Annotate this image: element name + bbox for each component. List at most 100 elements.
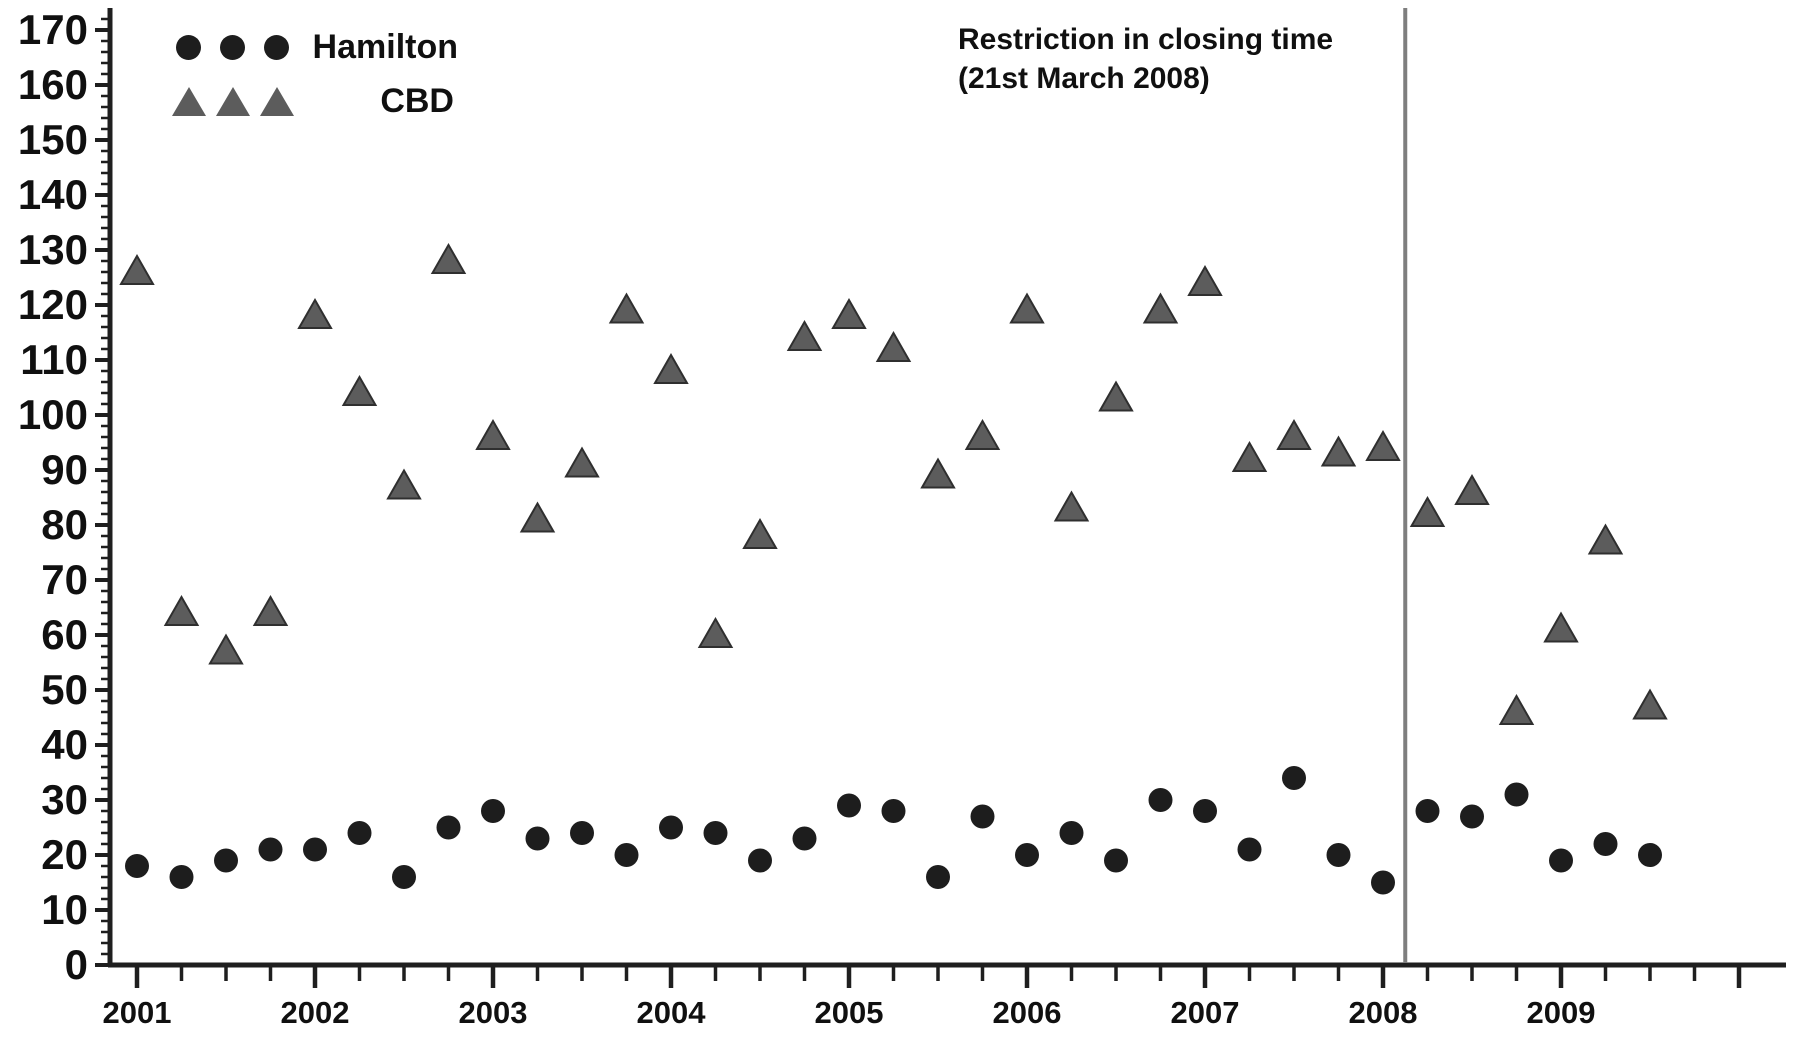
- hamilton-point: [1193, 799, 1217, 823]
- y-tick-label: 130: [18, 226, 88, 273]
- cbd-point: [208, 633, 244, 665]
- hamilton-point: [1549, 848, 1573, 873]
- x-tick-label: 2008: [1349, 995, 1418, 1030]
- hamilton-point: [1059, 821, 1084, 845]
- y-tick-label: 170: [18, 6, 88, 53]
- cbd-point: [1231, 440, 1268, 472]
- cbd-point: [920, 457, 956, 489]
- legend-label-cbd: CBD: [380, 81, 454, 120]
- cbd-point: [564, 446, 600, 478]
- cbd-point: [608, 292, 645, 324]
- y-tick-label: 80: [41, 501, 88, 548]
- hamilton-point: [1460, 804, 1484, 829]
- cbd-point: [1187, 264, 1223, 296]
- hamilton-point: [436, 815, 461, 840]
- hamilton-circle-icon: [176, 34, 201, 60]
- hamilton-point: [1504, 782, 1529, 807]
- y-tick-label: 60: [41, 611, 88, 658]
- hamilton-point: [970, 804, 995, 829]
- cbd-point: [1365, 429, 1401, 461]
- cbd-point: [653, 352, 689, 384]
- cbd-point: [1409, 495, 1446, 527]
- cbd-triangle-icon: [172, 86, 206, 116]
- hamilton-point: [926, 865, 950, 889]
- x-tick-label: 2002: [281, 995, 350, 1030]
- x-tick-label: 2006: [993, 995, 1062, 1030]
- x-tick-label: 2009: [1527, 995, 1596, 1030]
- cbd-point: [1142, 292, 1179, 324]
- cbd-point: [1320, 435, 1357, 467]
- cbd-point: [964, 418, 1001, 450]
- hamilton-point: [1326, 843, 1351, 867]
- restriction-annotation-line2: (21st March 2008): [958, 62, 1210, 95]
- hamilton-point: [1237, 837, 1262, 862]
- legend-item-cbd: CBD: [172, 78, 458, 124]
- cbd-point: [475, 418, 511, 450]
- y-tick-label: 140: [18, 171, 88, 218]
- cbd-point: [252, 594, 289, 626]
- cbd-point: [1587, 523, 1624, 555]
- hamilton-point: [125, 854, 149, 878]
- cbd-point: [1053, 490, 1090, 522]
- cbd-point: [1276, 418, 1312, 450]
- cbd-point: [831, 297, 867, 329]
- hamilton-point: [703, 821, 728, 845]
- y-tick-label: 150: [18, 116, 88, 163]
- hamilton-point: [659, 815, 683, 840]
- hamilton-point: [1148, 788, 1173, 812]
- cbd-point: [1009, 292, 1045, 324]
- cbd-triangle-icon: [216, 86, 250, 116]
- hamilton-point: [525, 826, 550, 851]
- cbd-point: [1454, 473, 1490, 505]
- cbd-point: [519, 501, 556, 533]
- restriction-annotation: Restriction in closing time (21st March …: [958, 20, 1333, 98]
- y-tick-label: 110: [20, 336, 88, 383]
- y-tick-label: 0: [65, 941, 88, 988]
- y-tick-label: 160: [18, 61, 88, 108]
- hamilton-circle-icon: [264, 34, 289, 60]
- cbd-point: [163, 594, 200, 626]
- y-tick-label: 90: [41, 446, 88, 493]
- hamilton-point: [169, 865, 194, 889]
- y-tick-label: 30: [41, 776, 88, 823]
- hamilton-point: [1371, 870, 1395, 895]
- legend: Hamilton CBD: [172, 24, 458, 124]
- y-tick-label: 120: [18, 281, 88, 328]
- cbd-point: [786, 319, 823, 351]
- hamilton-point: [1015, 843, 1039, 867]
- hamilton-point: [570, 821, 594, 845]
- x-tick-label: 2004: [637, 995, 707, 1030]
- cbd-point: [1543, 611, 1579, 643]
- hamilton-point: [258, 837, 283, 862]
- cbd-point: [119, 253, 155, 285]
- hamilton-point: [1593, 832, 1618, 856]
- cbd-point: [297, 297, 333, 329]
- hamilton-point: [1638, 843, 1662, 867]
- cbd-point: [341, 374, 378, 406]
- cbd-point: [742, 517, 778, 549]
- y-tick-label: 20: [41, 831, 88, 878]
- hamilton-point: [303, 837, 327, 862]
- cbd-point: [1632, 688, 1668, 720]
- hamilton-point: [392, 865, 416, 889]
- x-tick-label: 2003: [459, 995, 528, 1030]
- cbd-triangle-icon: [260, 86, 294, 116]
- y-tick-label: 50: [41, 666, 88, 713]
- hamilton-point: [481, 799, 505, 823]
- hamilton-point: [792, 826, 817, 851]
- x-tick-label: 2005: [815, 995, 884, 1030]
- legend-item-hamilton: Hamilton: [176, 24, 458, 70]
- hamilton-point: [1415, 799, 1440, 823]
- legend-label-hamilton: Hamilton: [312, 27, 458, 66]
- y-tick-label: 40: [41, 721, 88, 768]
- hamilton-circle-icon: [220, 34, 245, 60]
- restriction-annotation-line1: Restriction in closing time: [958, 23, 1334, 56]
- cbd-point: [430, 242, 467, 274]
- cbd-point: [697, 616, 734, 648]
- hamilton-point: [881, 799, 906, 823]
- y-tick-label: 100: [18, 391, 88, 438]
- y-tick-label: 70: [41, 556, 88, 603]
- hamilton-point: [214, 848, 238, 873]
